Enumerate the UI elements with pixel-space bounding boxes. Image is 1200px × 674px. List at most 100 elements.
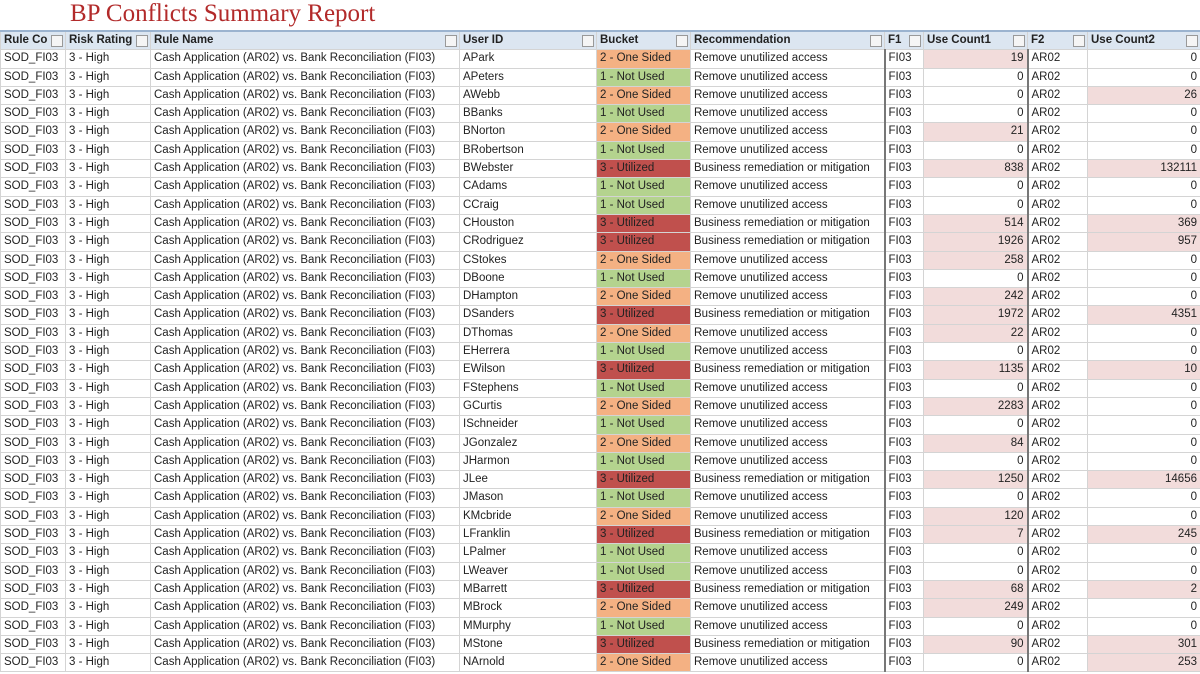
table-cell: SOD_FI03 — [0, 579, 66, 600]
column-header[interactable]: Risk Rating — [65, 30, 151, 51]
table-cell: Cash Application (AR02) vs. Bank Reconci… — [150, 268, 460, 289]
table-cell: 3 - High — [65, 250, 151, 270]
table-cell: 2 - One Sided — [596, 49, 691, 69]
table-cell: FI03 — [883, 287, 924, 307]
table-cell: 0 — [1087, 49, 1200, 69]
table-row: SOD_FI03 3 - High Cash Application (AR02) … — [0, 488, 1200, 508]
table-cell: SOD_FI03 — [0, 634, 66, 655]
table-cell: 2 - One Sided — [596, 85, 691, 106]
column-header[interactable]: User ID — [459, 30, 597, 51]
table-cell: 258 — [923, 250, 1028, 270]
table-cell: FI03 — [883, 360, 924, 380]
table-cell: JHarmon — [459, 451, 597, 472]
table-cell: SOD_FI03 — [0, 415, 66, 435]
table-cell: 2 — [1087, 579, 1200, 600]
column-header[interactable]: Use Count2 — [1087, 30, 1200, 51]
table-cell: 0 — [923, 378, 1028, 398]
table-cell: 3 - High — [65, 159, 151, 179]
table-cell: FI03 — [883, 561, 924, 581]
column-header[interactable]: Use Count1 — [923, 30, 1028, 51]
table-cell: 132111 — [1087, 159, 1200, 179]
table-cell: 3 - High — [65, 268, 151, 289]
table-row: SOD_FI03 3 - High Cash Application (AR02) … — [0, 67, 1200, 87]
table-cell: DThomas — [459, 323, 597, 344]
table-cell: 120 — [923, 506, 1028, 527]
table-cell: 3 - High — [65, 579, 151, 600]
table-cell: 0 — [923, 488, 1028, 508]
table-cell: Business remediation or mitigation — [690, 470, 885, 490]
table-cell: 0 — [1087, 250, 1200, 270]
table-cell: SOD_FI03 — [0, 543, 66, 563]
table-cell: 3 - High — [65, 415, 151, 435]
table-cell: 26 — [1087, 85, 1200, 106]
column-header[interactable]: Rule Co — [0, 30, 66, 51]
table-cell: Cash Application (AR02) vs. Bank Reconci… — [150, 67, 460, 87]
table-cell: 0 — [1087, 67, 1200, 87]
table-cell: SOD_FI03 — [0, 470, 66, 490]
table-cell: AR02 — [1026, 342, 1088, 362]
table-cell: AR02 — [1026, 195, 1088, 215]
table-cell: 957 — [1087, 232, 1200, 252]
table-cell: 2 - One Sided — [596, 250, 691, 270]
table-cell: FI03 — [883, 525, 924, 545]
table-cell: 0 — [1087, 104, 1200, 124]
table-cell: 0 — [923, 67, 1028, 87]
table-row: SOD_FI03 3 - High Cash Application (AR02) … — [0, 561, 1200, 581]
table-cell: 0 — [1087, 323, 1200, 344]
table-cell: AR02 — [1026, 378, 1088, 398]
table-row: SOD_FI03 3 - High Cash Application (AR02) … — [0, 49, 1200, 69]
table-cell: Cash Application (AR02) vs. Bank Reconci… — [150, 323, 460, 344]
table-cell: SOD_FI03 — [0, 433, 66, 453]
table-cell: FI03 — [883, 67, 924, 87]
column-header[interactable]: F1 — [884, 30, 924, 51]
table-cell: Business remediation or mitigation — [690, 634, 885, 655]
table-body: SOD_FI03 3 - High Cash Application (AR02) … — [0, 49, 1200, 673]
column-header[interactable]: Rule Name — [150, 30, 460, 51]
table-cell: Business remediation or mitigation — [690, 360, 885, 380]
table-cell: MMurphy — [459, 616, 597, 636]
table-cell: BWebster — [459, 159, 597, 179]
table-cell: 253 — [1087, 653, 1200, 673]
table-cell: 0 — [923, 268, 1028, 289]
table-cell: Cash Application (AR02) vs. Bank Reconci… — [150, 378, 460, 398]
table-cell: JGonzalez — [459, 433, 597, 453]
table-cell: 3 - High — [65, 470, 151, 490]
table-cell: 3 - High — [65, 396, 151, 417]
table-cell: SOD_FI03 — [0, 616, 66, 636]
table-cell: BRobertson — [459, 140, 597, 161]
table-cell: 3 - High — [65, 634, 151, 655]
table-cell: Cash Application (AR02) vs. Bank Reconci… — [150, 616, 460, 636]
column-header[interactable]: Bucket — [596, 30, 691, 51]
column-header[interactable]: F2 — [1027, 30, 1088, 51]
table-cell: Business remediation or mitigation — [690, 305, 885, 325]
table-cell: Cash Application (AR02) vs. Bank Reconci… — [150, 433, 460, 453]
table-row: SOD_FI03 3 - High Cash Application (AR02) … — [0, 451, 1200, 472]
table-cell: AR02 — [1026, 525, 1088, 545]
table-cell: FI03 — [883, 634, 924, 655]
table-cell: APark — [459, 49, 597, 69]
table-cell: SOD_FI03 — [0, 653, 66, 673]
table-cell: 3 - High — [65, 543, 151, 563]
table-cell: Cash Application (AR02) vs. Bank Reconci… — [150, 287, 460, 307]
table-cell: 1 - Not Used — [596, 342, 691, 362]
table-cell: 3 - High — [65, 433, 151, 453]
table-cell: 3 - High — [65, 49, 151, 69]
table-cell: 1 - Not Used — [596, 488, 691, 508]
table-cell: AR02 — [1026, 122, 1088, 142]
table-cell: 1 - Not Used — [596, 104, 691, 124]
table-cell: LWeaver — [459, 561, 597, 581]
table-cell: Cash Application (AR02) vs. Bank Reconci… — [150, 140, 460, 161]
table-cell: 19 — [923, 49, 1028, 69]
table-cell: Cash Application (AR02) vs. Bank Reconci… — [150, 506, 460, 527]
table-cell: AR02 — [1026, 159, 1088, 179]
table-cell: 1 - Not Used — [596, 561, 691, 581]
table-cell: SOD_FI03 — [0, 122, 66, 142]
column-header[interactable]: Recommendation — [690, 30, 885, 51]
table-cell: MStone — [459, 634, 597, 655]
table-cell: FI03 — [883, 470, 924, 490]
table-cell: 0 — [1087, 268, 1200, 289]
table-row: SOD_FI03 3 - High Cash Application (AR02) … — [0, 85, 1200, 106]
table-cell: AR02 — [1026, 268, 1088, 289]
table-cell: 3 - High — [65, 213, 151, 234]
